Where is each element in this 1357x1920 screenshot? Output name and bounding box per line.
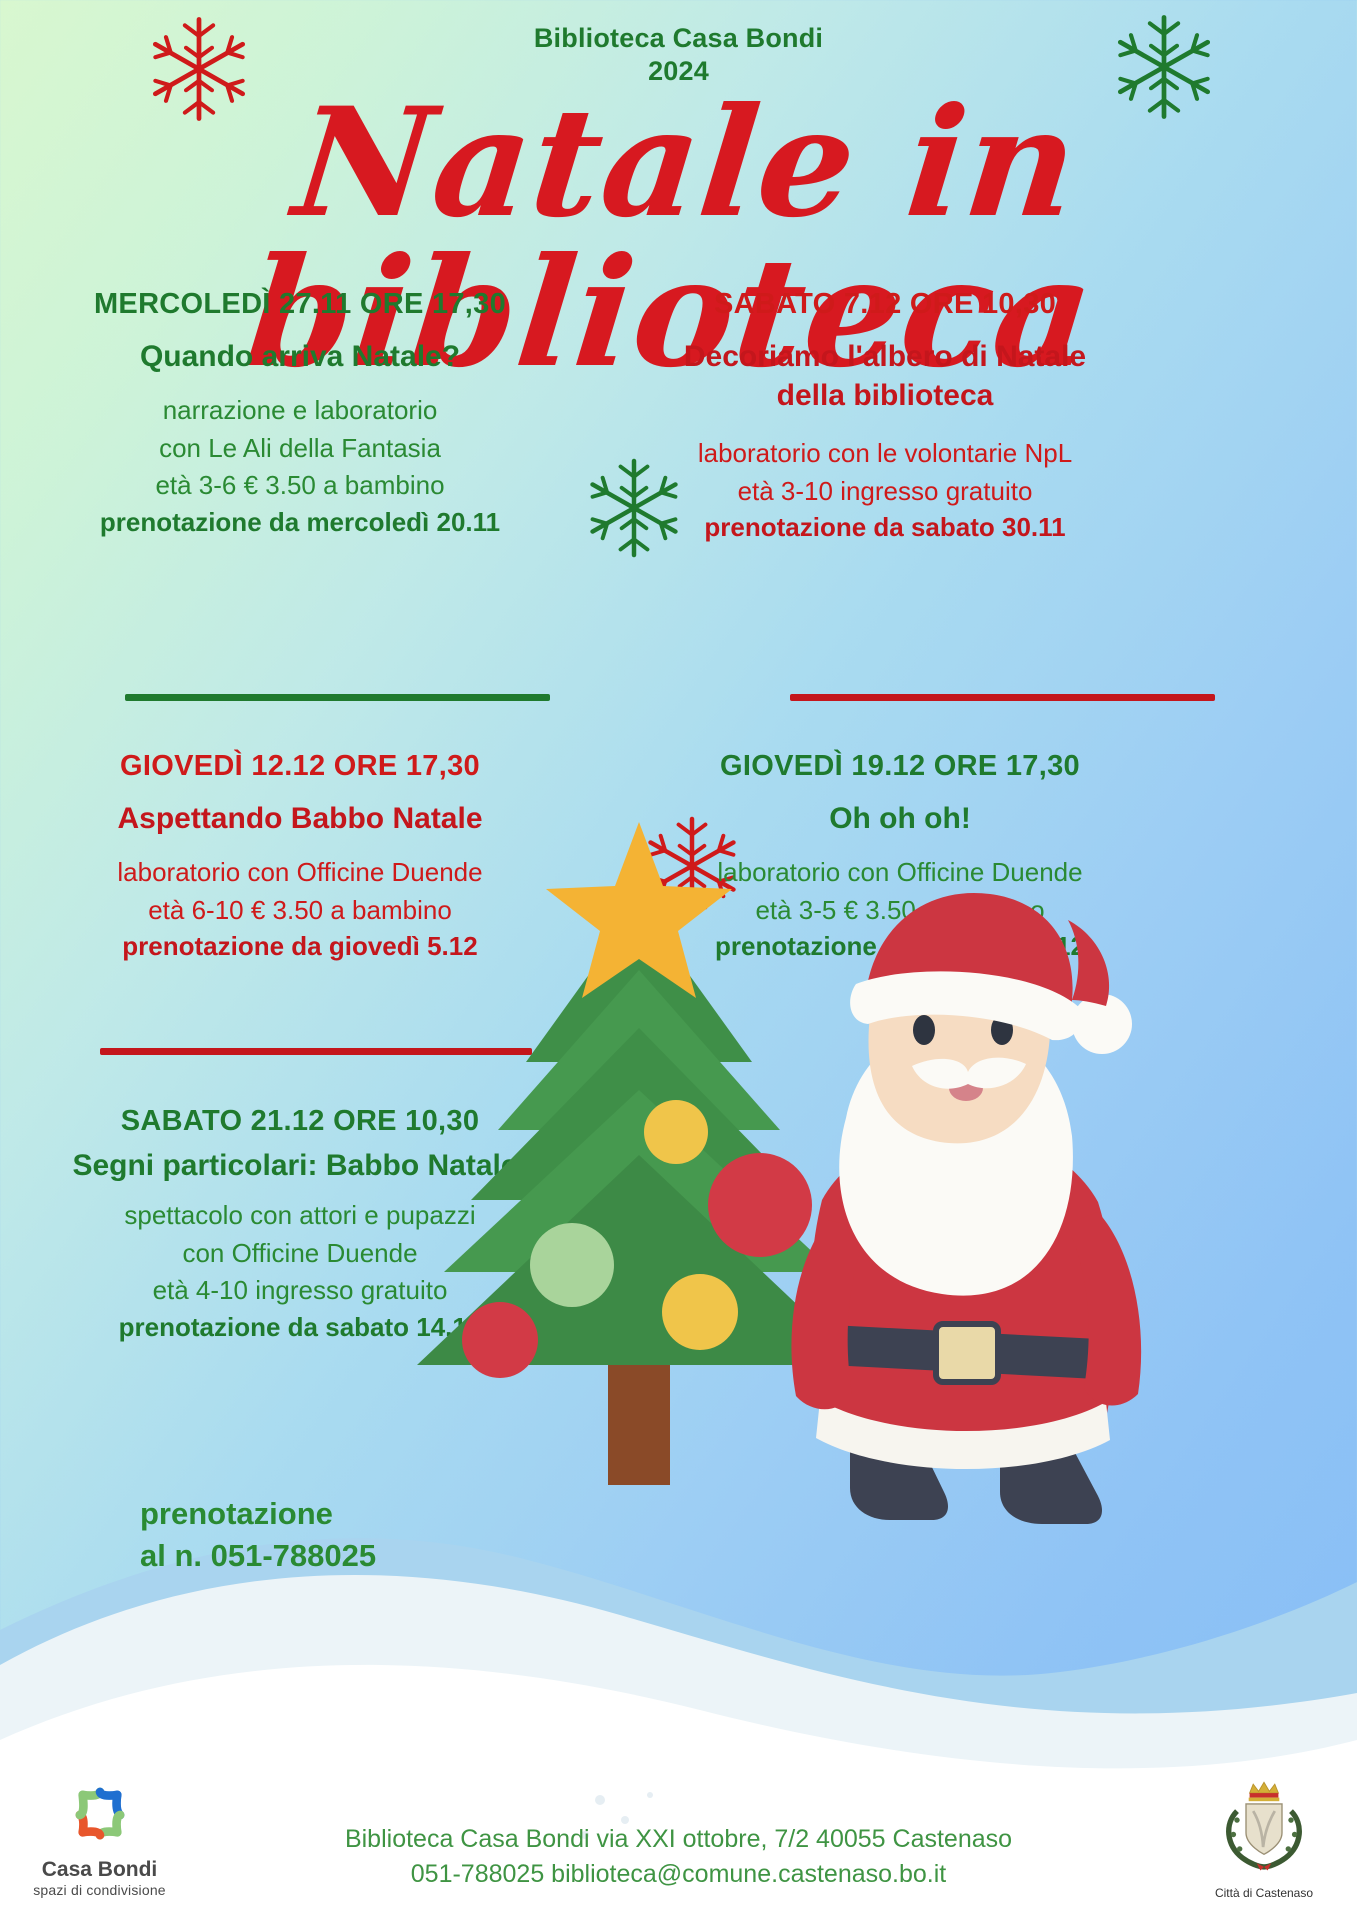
event-3-line-2: età 6-10 € 3.50 a bambino bbox=[148, 894, 452, 925]
event-2-name: Decoriamo l'albero di Natale della bibli… bbox=[615, 337, 1155, 415]
event-1-name: Quando arriva Natale? bbox=[139, 340, 461, 373]
event-4-name: Oh oh oh! bbox=[829, 802, 971, 835]
event-3-name: Aspettando Babbo Natale bbox=[117, 802, 483, 835]
divider-green-left bbox=[125, 694, 550, 701]
event-block-2: SABATO 7.12 ORE 10,30 Decoriamo l'albero… bbox=[615, 288, 1155, 543]
organization-name: Biblioteca Casa Bondi bbox=[533, 23, 824, 53]
year-label: 2024 bbox=[648, 55, 709, 86]
event-3-booking: prenotazione da giovedì 5.12 bbox=[122, 931, 478, 962]
event-5-line-3: età 4-10 ingresso gratuito bbox=[152, 1275, 448, 1306]
event-1-line-2: con Le Ali della Fantasia bbox=[159, 432, 441, 463]
footer-email: 051-788025 biblioteca@comune.castenaso.b… bbox=[410, 1860, 947, 1888]
event-1-booking: prenotazione da mercoledì 20.11 bbox=[99, 507, 501, 538]
event-4-line-1: laboratorio con Officine Duende bbox=[717, 857, 1083, 887]
santa-eye-left bbox=[913, 1015, 935, 1045]
snowflake-icon-top-right bbox=[1117, 15, 1211, 119]
booking-phone-line-1: prenotazione bbox=[140, 1496, 333, 1531]
event-5-date: SABATO 21.12 ORE 10,30 bbox=[120, 1105, 480, 1137]
christmas-tree-icon bbox=[417, 822, 861, 1485]
divider-red-left bbox=[100, 1048, 532, 1055]
event-5-line-1: spettacolo con attori e pupazzi bbox=[124, 1200, 476, 1230]
bauble-red-2 bbox=[462, 1302, 538, 1378]
booking-phone-line-2: al n. 051-788025 bbox=[140, 1537, 377, 1573]
event-block-5: SABATO 21.12 ORE 10,30 Segni particolari… bbox=[20, 1105, 580, 1343]
page-header: Biblioteca Casa Bondi 2024 bbox=[0, 22, 1357, 88]
footer-contact: Biblioteca Casa Bondi via XXI ottobre, 7… bbox=[0, 1822, 1357, 1892]
event-block-3: GIOVEDÌ 12.12 ORE 17,30 Aspettando Babbo… bbox=[40, 750, 560, 962]
snowflake-icon-top-left bbox=[152, 17, 246, 121]
event-1-line-3: età 3-6 € 3.50 a bambino bbox=[155, 470, 445, 501]
event-2-line-1: laboratorio con le volontarie NpL bbox=[697, 438, 1073, 468]
bauble-yellow-1 bbox=[644, 1100, 708, 1164]
footer-address: Biblioteca Casa Bondi via XXI ottobre, 7… bbox=[344, 1825, 1013, 1853]
crest-caption: Città di Castenaso bbox=[1214, 1886, 1314, 1900]
city-crest: Città di Castenaso bbox=[1189, 1780, 1339, 1900]
event-4-date: GIOVEDÌ 19.12 ORE 17,30 bbox=[720, 750, 1080, 782]
event-2-line-2: età 3-10 ingresso gratuito bbox=[737, 475, 1033, 506]
event-3-line-1: laboratorio con Officine Duende bbox=[117, 857, 483, 887]
event-2-booking: prenotazione da sabato 30.11 bbox=[704, 512, 1066, 543]
event-2-name-line-1: Decoriamo l'albero di Natale bbox=[683, 340, 1087, 373]
casa-bondi-tagline: spazi di condivisione bbox=[33, 1882, 166, 1898]
snow-hill-front bbox=[0, 1664, 1357, 1920]
hat-pompom bbox=[1072, 994, 1132, 1054]
event-5-name: Segni particolari: Babbo Natale! bbox=[72, 1149, 528, 1182]
event-1-date: MERCOLEDÌ 27.11 ORE 17,30 bbox=[93, 288, 507, 320]
star-icon bbox=[546, 822, 732, 998]
casa-bondi-logo: Casa Bondi spazi di condivisione bbox=[12, 1779, 187, 1898]
event-block-1: MERCOLEDÌ 27.11 ORE 17,30 Quando arriva … bbox=[40, 288, 560, 538]
bauble-red-1 bbox=[708, 1153, 812, 1257]
bauble-yellow-2 bbox=[662, 1274, 738, 1350]
divider-red-right bbox=[790, 694, 1215, 701]
event-3-date: GIOVEDÌ 12.12 ORE 17,30 bbox=[120, 750, 480, 782]
snowflake-icon-middle-green bbox=[590, 458, 678, 558]
event-2-date: SABATO 7.12 ORE 10,30 bbox=[713, 288, 1057, 320]
event-5-booking: prenotazione da sabato 14.12 bbox=[118, 1312, 482, 1343]
booking-phone: prenotazione al n. 051-788025 bbox=[140, 1493, 500, 1577]
event-1-line-1: narrazione e laboratorio bbox=[162, 395, 438, 425]
castenaso-crest-icon bbox=[1226, 1781, 1302, 1871]
santa-claus-icon bbox=[791, 892, 1142, 1524]
casa-bondi-mark-icon bbox=[75, 1787, 124, 1840]
casa-bondi-name: Casa Bondi bbox=[41, 1858, 158, 1881]
bauble-lightgreen bbox=[530, 1223, 614, 1307]
event-5-line-2: con Officine Duende bbox=[182, 1237, 418, 1268]
event-2-name-line-2: della biblioteca bbox=[776, 379, 994, 412]
